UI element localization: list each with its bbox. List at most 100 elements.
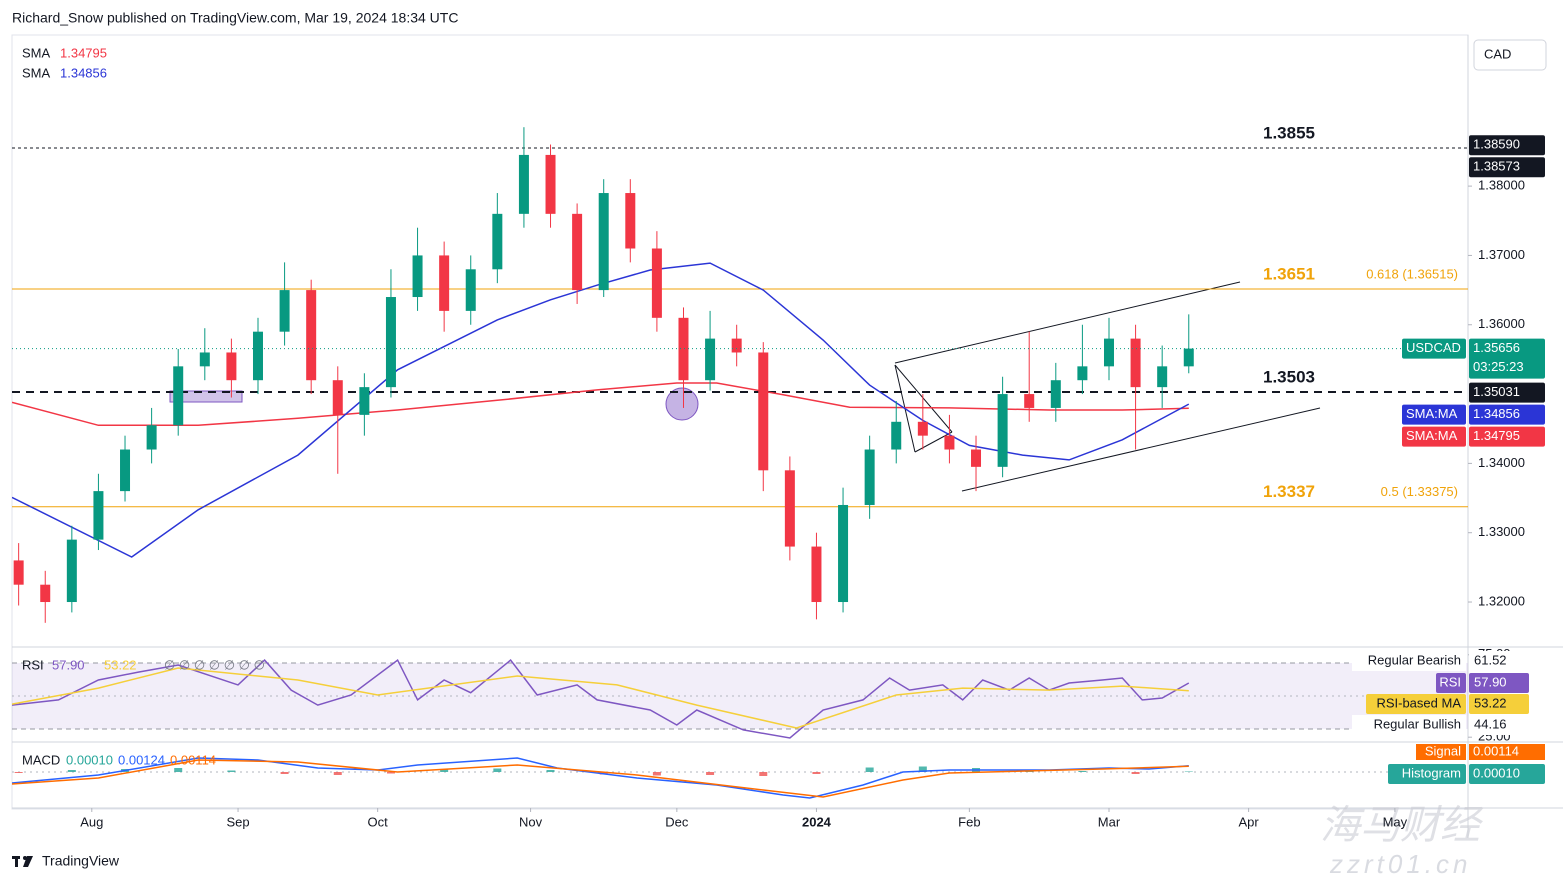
level-label: 1.3503: [1263, 367, 1315, 386]
last-price-bg: [1469, 338, 1545, 379]
series-tag: SMA:MA: [1406, 406, 1458, 421]
level-label: 1.3337: [1263, 482, 1315, 501]
series-tag-bg: [1402, 426, 1466, 447]
badge-value-bg: [1469, 715, 1529, 735]
candle-body: [66, 539, 77, 603]
price-badge: 1.38590: [1473, 137, 1520, 152]
x-tick-label: Nov: [519, 814, 543, 829]
x-tick-label: Feb: [958, 814, 980, 829]
legend-na: ∅ ∅ ∅ ∅ ∅ ∅ ∅: [164, 657, 265, 672]
x-tick-label: 2024: [802, 814, 832, 829]
badge-name: RSI: [1439, 674, 1461, 689]
histogram-bar: [1078, 771, 1087, 772]
candle-body: [93, 491, 104, 540]
candle-body: [784, 470, 795, 547]
highlight-circle: [665, 387, 699, 421]
candle-body: [731, 338, 742, 353]
candle-body: [1130, 338, 1141, 388]
candle-body: [651, 248, 662, 318]
histogram-bar: [227, 770, 236, 772]
channel-lower: [961, 407, 1321, 492]
histogram-bar: [918, 766, 927, 772]
y-tick-label: 1.34000: [1478, 455, 1525, 470]
currency-button[interactable]: [1473, 39, 1547, 71]
candle-body: [439, 255, 450, 311]
histogram-bar: [652, 772, 661, 776]
candle-body: [971, 449, 982, 467]
series-badge-bg: [1469, 426, 1545, 447]
level-label: 1.3651: [1263, 265, 1315, 284]
candle-body: [412, 255, 423, 298]
badge-name: Signal: [1425, 743, 1461, 758]
series-tag: SMA:MA: [1406, 428, 1458, 443]
hist-value-bg: [1469, 764, 1545, 784]
candle-body: [545, 154, 556, 214]
candle-body: [944, 435, 955, 450]
y-tick-label: 1.36000: [1478, 316, 1525, 331]
publish-header: Richard_Snow published on TradingView.co…: [12, 10, 458, 26]
badge-value: 61.52: [1474, 652, 1507, 667]
histogram-bar: [14, 772, 23, 773]
series-badge: 1.34795: [1473, 428, 1520, 443]
candle-body: [598, 193, 609, 291]
wedge-line: [914, 431, 953, 453]
histogram-bar: [280, 772, 289, 774]
histogram-bar: [493, 768, 502, 772]
series-badge: 1.34856: [1473, 406, 1520, 421]
legend-value: 1.34795: [60, 45, 107, 60]
candle-body: [385, 297, 396, 388]
signal-bg: [1416, 744, 1466, 760]
histogram-bar: [759, 772, 768, 776]
badge-name-bg: [1352, 715, 1466, 735]
badge-value-bg: [1469, 673, 1529, 693]
histogram-bar: [706, 772, 715, 775]
candle-body: [492, 213, 503, 270]
wedge-line: [894, 364, 953, 433]
indicator-line: [12, 658, 1190, 739]
level-label: 1.3855: [1263, 123, 1315, 142]
candle-body: [705, 338, 716, 381]
badge-value: 0.00114: [1473, 743, 1519, 758]
candle-body: [1103, 338, 1114, 367]
drawings: [169, 281, 1321, 492]
symbol-badge: USDCAD: [1406, 340, 1461, 355]
histogram-bar: [440, 769, 449, 772]
price-badge-bg: [1469, 157, 1545, 178]
candle-body: [864, 449, 875, 505]
hist-bg: [1388, 764, 1466, 784]
footer-brand: TradingView: [42, 853, 120, 869]
candle-body: [997, 394, 1008, 467]
indicator-line: [12, 262, 1190, 558]
candle-body: [465, 269, 476, 311]
x-tick-label: Sep: [226, 814, 249, 829]
legend-value: 0.00114: [170, 752, 216, 767]
fib-label: 0.5 (1.33375): [1381, 484, 1458, 499]
pane-plot: [12, 127, 1468, 623]
channel-upper: [894, 281, 1241, 364]
badge-value: 0.00010: [1473, 765, 1520, 780]
legend-name: SMA: [22, 65, 51, 80]
pane-title: RSI: [22, 657, 44, 672]
candle-body: [758, 352, 769, 471]
pane-plot: [12, 658, 1468, 739]
indicator-line: [12, 759, 1189, 798]
watermark: zzrt01.cn: [1329, 849, 1472, 879]
legend-value: 57.90: [52, 657, 85, 672]
y-tick-label: 1.37000: [1478, 247, 1525, 262]
badge-value: 53.22: [1474, 695, 1507, 710]
x-tick-label: Aug: [80, 814, 103, 829]
highlight-box: [169, 390, 243, 403]
footer-logo: [12, 856, 33, 867]
candle-body: [1183, 348, 1194, 367]
candle-body: [1050, 380, 1061, 408]
histogram-bar: [1131, 772, 1140, 774]
candle-body: [917, 421, 928, 436]
badge-name: Regular Bullish: [1374, 716, 1461, 731]
price-badge: 1.35031: [1473, 384, 1520, 399]
rsi-name-bg: [1436, 673, 1466, 693]
candle-body: [811, 546, 822, 603]
pane-plot: [12, 757, 1468, 799]
candle-body: [226, 352, 237, 381]
